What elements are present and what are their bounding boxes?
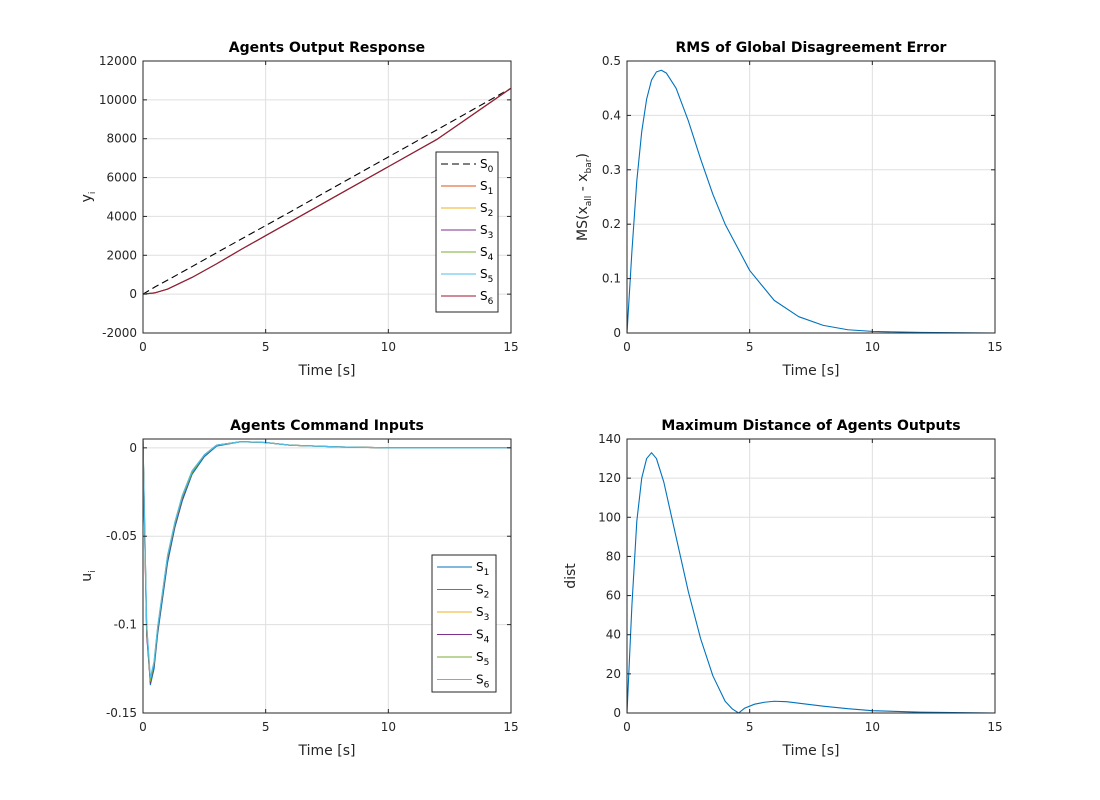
y-tick-label: 8000 bbox=[106, 132, 137, 146]
y-tick-label: 40 bbox=[606, 628, 621, 642]
legend-box bbox=[431, 554, 497, 693]
x-tick-label: 5 bbox=[746, 340, 754, 354]
x-axis-label: Time [s] bbox=[298, 743, 356, 759]
y-tick-label: 2000 bbox=[106, 248, 137, 262]
x-tick-label: 15 bbox=[987, 340, 1002, 354]
chart-2: 0 5 10 15 0 0.1 0.2 0.3 0.4 0.5 RMS of Global Disa… bbox=[575, 40, 1003, 379]
x-tick-label: 15 bbox=[503, 720, 518, 734]
x-axis-label: Time [s] bbox=[782, 363, 840, 379]
series-line-s0 bbox=[143, 87, 511, 295]
x-tick-label: 10 bbox=[865, 340, 880, 354]
y-axis-label: dist bbox=[563, 563, 579, 589]
y-tick-label: 0 bbox=[613, 326, 621, 340]
series-line bbox=[627, 452, 995, 713]
axes-box bbox=[142, 60, 512, 334]
x-tick-label: 10 bbox=[865, 720, 880, 734]
x-tick-label: 5 bbox=[262, 720, 270, 734]
legend: S0 S1 S2 S3 S4 S5 S6 bbox=[435, 151, 499, 313]
legend-entry-s6: S6 bbox=[480, 289, 494, 307]
x-tick-label: 0 bbox=[139, 720, 147, 734]
y-axis-label: yi bbox=[79, 192, 98, 203]
series-group bbox=[627, 452, 995, 713]
y-axis-label: MS(xall - xbar) bbox=[575, 153, 594, 241]
y-tick-label: -2000 bbox=[102, 326, 137, 340]
axes-box bbox=[142, 438, 512, 714]
axes-box bbox=[626, 438, 996, 714]
chart-title: Agents Command Inputs bbox=[230, 418, 424, 434]
x-axis-label: Time [s] bbox=[298, 363, 356, 379]
series-line-s6 bbox=[143, 439, 511, 679]
y-tick-label: 80 bbox=[606, 549, 621, 563]
plot-area bbox=[627, 61, 995, 333]
legend-entry-s4: S4 bbox=[476, 628, 490, 646]
x-tick-label: 0 bbox=[139, 340, 147, 354]
x-tick-label: 0 bbox=[623, 340, 631, 354]
y-tick-label: 60 bbox=[606, 589, 621, 603]
y-tick-label: 0 bbox=[129, 441, 137, 455]
legend-entry-s2: S2 bbox=[476, 583, 489, 601]
y-axis-label: ui bbox=[79, 570, 98, 581]
y-tick-label: 0 bbox=[613, 706, 621, 720]
legend: S1 S2 S3 S4 S5 S6 bbox=[431, 554, 497, 693]
y-tick-label: 0 bbox=[129, 287, 137, 301]
series-line bbox=[627, 69, 995, 333]
legend-entry-s4: S4 bbox=[480, 245, 494, 263]
legend-entry-s5: S5 bbox=[480, 267, 493, 285]
legend-entry-s6: S6 bbox=[476, 673, 490, 691]
y-tick-label: 20 bbox=[606, 667, 621, 681]
y-tick-label: 0.2 bbox=[602, 217, 621, 231]
x-tick-label: 15 bbox=[503, 340, 518, 354]
chart-title: RMS of Global Disagreement Error bbox=[676, 40, 947, 56]
y-tick-label: 0.1 bbox=[602, 272, 621, 286]
x-tick-label: 10 bbox=[381, 720, 396, 734]
y-tick-label: -0.15 bbox=[106, 706, 137, 720]
legend-entry-s5: S5 bbox=[476, 650, 489, 668]
legend-entry-s3: S3 bbox=[480, 223, 493, 241]
x-tick-label: 5 bbox=[262, 340, 270, 354]
series-group bbox=[627, 69, 995, 333]
y-tick-label: 12000 bbox=[99, 54, 137, 68]
series-line-s6 bbox=[143, 87, 511, 295]
y-tick-label: 0.5 bbox=[602, 54, 621, 68]
series-group bbox=[143, 439, 511, 686]
x-tick-label: 5 bbox=[746, 720, 754, 734]
y-tick-label: 10000 bbox=[99, 93, 137, 107]
legend-entry-s3: S3 bbox=[476, 605, 489, 623]
y-tick-label: 100 bbox=[598, 510, 621, 524]
y-tick-label: 6000 bbox=[106, 171, 137, 185]
legend-box bbox=[435, 151, 499, 313]
legend-entry-s0: S0 bbox=[480, 157, 494, 175]
x-tick-label: 0 bbox=[623, 720, 631, 734]
chart-title: Agents Output Response bbox=[229, 40, 425, 56]
y-tick-label: 4000 bbox=[106, 209, 137, 223]
x-tick-label: 10 bbox=[381, 340, 396, 354]
y-tick-label: -0.05 bbox=[106, 529, 137, 543]
axes-box bbox=[626, 60, 996, 334]
legend-entry-s2: S2 bbox=[480, 201, 493, 219]
series-group bbox=[143, 87, 511, 295]
legend-entry-s1: S1 bbox=[476, 560, 489, 578]
y-tick-label: 0.4 bbox=[602, 108, 621, 122]
chart-title: Maximum Distance of Agents Outputs bbox=[661, 418, 960, 434]
x-tick-label: 15 bbox=[987, 720, 1002, 734]
y-tick-label: 120 bbox=[598, 471, 621, 485]
y-tick-label: 0.3 bbox=[602, 163, 621, 177]
chart-3: 0 5 10 15 -0.15 -0.1 -0.05 0 Agents Command Inpu… bbox=[79, 418, 519, 759]
chart-1: 0 5 10 15-2000020004000600080001000012000Ag… bbox=[79, 40, 519, 379]
chart-4: 0 5 10 15 0 20 40 60 80 100 120 140 Maximum Distance… bbox=[563, 418, 1003, 759]
x-axis-label: Time [s] bbox=[782, 743, 840, 759]
y-tick-label: 140 bbox=[598, 432, 621, 446]
y-tick-label: -0.1 bbox=[114, 618, 137, 632]
legend-entry-s1: S1 bbox=[480, 179, 493, 197]
plot-area bbox=[627, 439, 995, 713]
